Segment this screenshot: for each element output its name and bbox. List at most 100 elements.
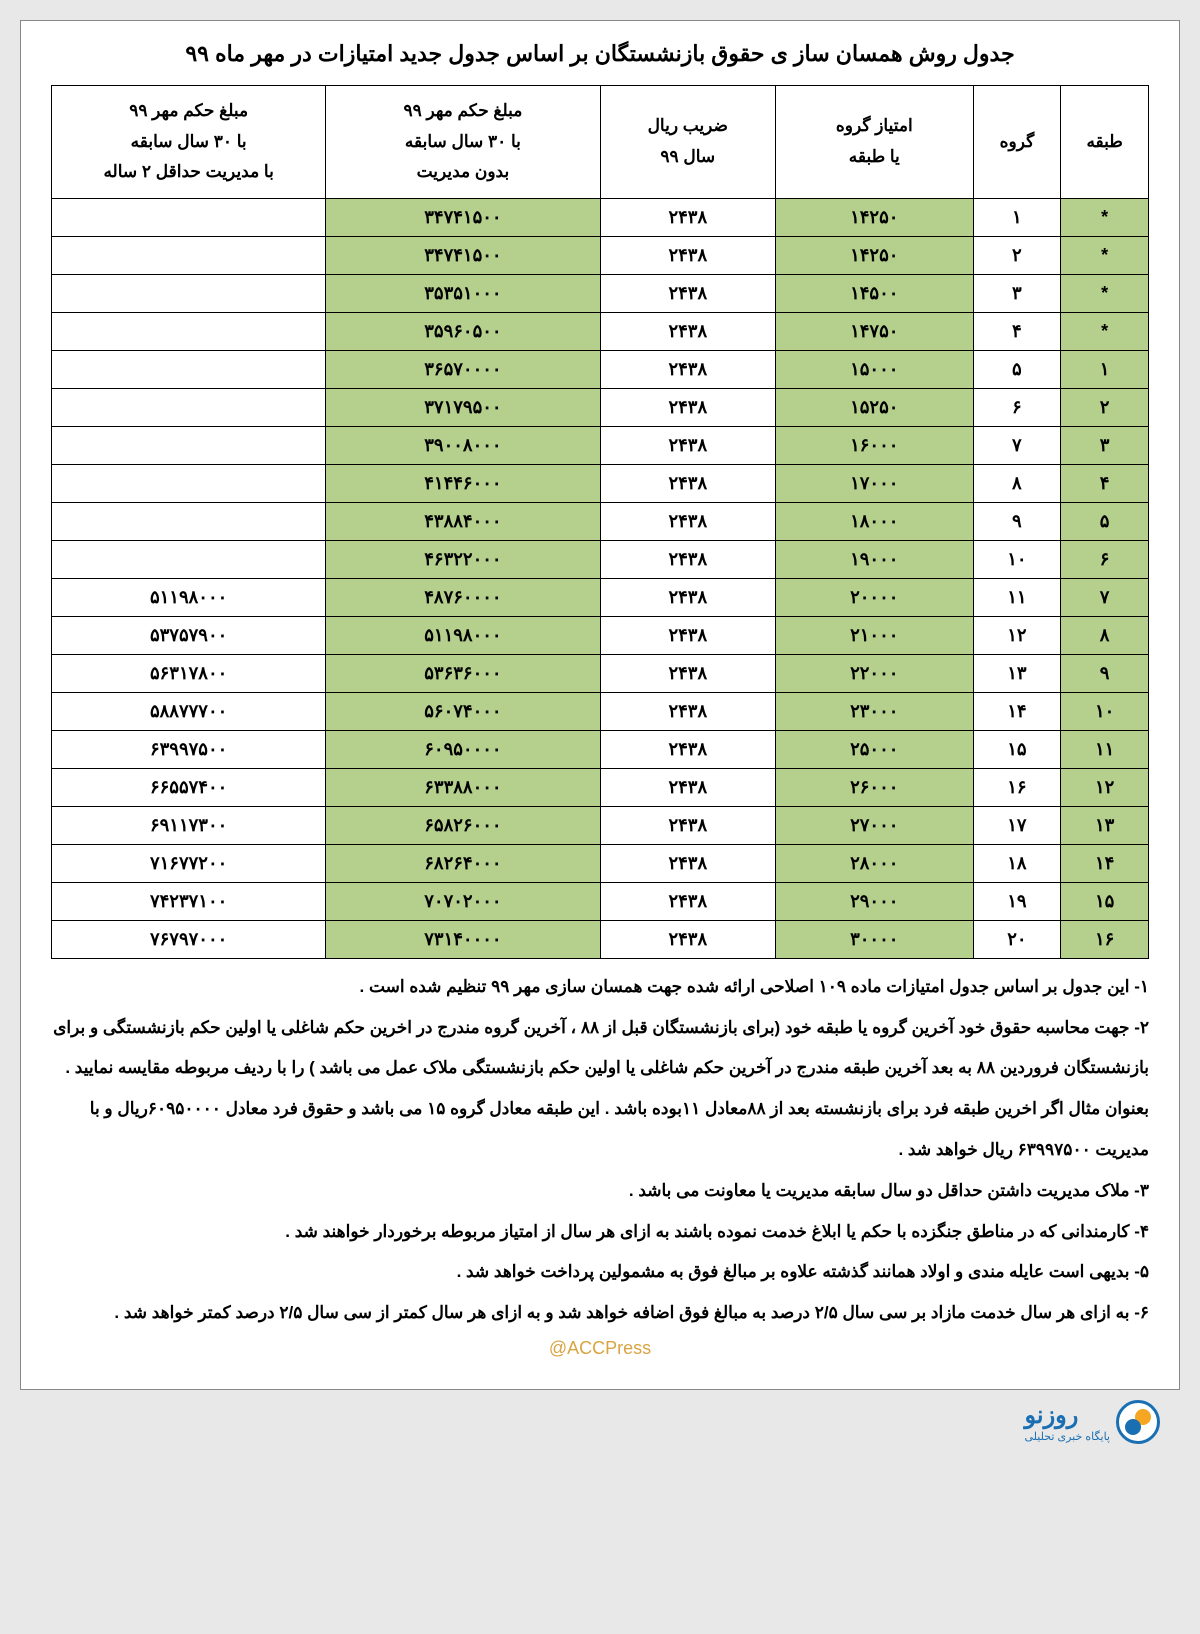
table-cell: ۹ bbox=[973, 502, 1061, 540]
table-cell: ۱۲ bbox=[1061, 768, 1149, 806]
table-cell: ۶۸۲۶۴۰۰۰ bbox=[326, 844, 600, 882]
header-zarib: ضریب ریالسال ۹۹ bbox=[600, 86, 776, 199]
table-cell: ۵۶۳۱۷۸۰۰ bbox=[52, 654, 326, 692]
table-cell: ۲۴۳۸ bbox=[600, 274, 776, 312]
table-cell: ۲۴۳۸ bbox=[600, 882, 776, 920]
table-cell: ۲۴۳۸ bbox=[600, 654, 776, 692]
table-cell bbox=[52, 388, 326, 426]
table-cell: ۶۳۳۸۸۰۰۰ bbox=[326, 768, 600, 806]
table-cell: ۷۱۶۷۷۲۰۰ bbox=[52, 844, 326, 882]
table-cell: ۲۴۳۸ bbox=[600, 578, 776, 616]
table-cell: ۱۴۲۵۰ bbox=[776, 236, 973, 274]
table-cell: ۶۵۸۲۶۰۰۰ bbox=[326, 806, 600, 844]
table-cell: ۲۴۳۸ bbox=[600, 616, 776, 654]
table-cell: ۵۱۱۹۸۰۰۰ bbox=[326, 616, 600, 654]
table-cell: ۱۴۵۰۰ bbox=[776, 274, 973, 312]
table-cell: ۶ bbox=[973, 388, 1061, 426]
table-cell: ۴۸۷۶۰۰۰۰ bbox=[326, 578, 600, 616]
table-cell: * bbox=[1061, 198, 1149, 236]
table-row: ۱۳۱۷۲۷۰۰۰۲۴۳۸۶۵۸۲۶۰۰۰۶۹۱۱۷۳۰۰ bbox=[52, 806, 1149, 844]
table-cell: ۶ bbox=[1061, 540, 1149, 578]
table-cell: ۴ bbox=[973, 312, 1061, 350]
table-cell: ۶۹۱۱۷۳۰۰ bbox=[52, 806, 326, 844]
table-cell: ۹ bbox=[1061, 654, 1149, 692]
table-cell: ۱۷۰۰۰ bbox=[776, 464, 973, 502]
table-cell: ۲۱۰۰۰ bbox=[776, 616, 973, 654]
table-cell: ۵۶۰۷۴۰۰۰ bbox=[326, 692, 600, 730]
table-cell: ۱۱ bbox=[973, 578, 1061, 616]
table-row: ۱۶۲۰۳۰۰۰۰۲۴۳۸۷۳۱۴۰۰۰۰۷۶۷۹۷۰۰۰ bbox=[52, 920, 1149, 958]
watermark: @ACCPress bbox=[51, 1338, 1149, 1359]
table-cell: ۲۵۰۰۰ bbox=[776, 730, 973, 768]
table-cell: ۱۴۲۵۰ bbox=[776, 198, 973, 236]
table-cell: ۲۴۳۸ bbox=[600, 540, 776, 578]
table-cell: ۷۶۷۹۷۰۰۰ bbox=[52, 920, 326, 958]
salary-table: طبقه گروه امتیاز گروهیا طبقه ضریب ریالسا… bbox=[51, 85, 1149, 959]
table-cell: ۱۵ bbox=[973, 730, 1061, 768]
table-cell: ۴۱۴۴۶۰۰۰ bbox=[326, 464, 600, 502]
table-cell: ۱ bbox=[1061, 350, 1149, 388]
table-row: ۸۱۲۲۱۰۰۰۲۴۳۸۵۱۱۹۸۰۰۰۵۳۷۵۷۹۰۰ bbox=[52, 616, 1149, 654]
table-row: ۲۶۱۵۲۵۰۲۴۳۸۳۷۱۷۹۵۰۰ bbox=[52, 388, 1149, 426]
table-cell: ۲۴۳۸ bbox=[600, 768, 776, 806]
table-cell: ۳ bbox=[1061, 426, 1149, 464]
table-cell bbox=[52, 426, 326, 464]
table-cell: ۱ bbox=[973, 198, 1061, 236]
header-tabaghe: طبقه bbox=[1061, 86, 1149, 199]
table-cell: ۳۹۰۰۸۰۰۰ bbox=[326, 426, 600, 464]
document-page: جدول روش همسان ساز ی حقوق بازنشستگان بر … bbox=[20, 20, 1180, 1390]
table-cell: ۱۹۰۰۰ bbox=[776, 540, 973, 578]
logo-text: روزنو bbox=[1024, 1401, 1078, 1430]
table-cell: ۶۶۵۵۷۴۰۰ bbox=[52, 768, 326, 806]
table-cell: ۳ bbox=[973, 274, 1061, 312]
table-header-row: طبقه گروه امتیاز گروهیا طبقه ضریب ریالسا… bbox=[52, 86, 1149, 199]
table-cell: ۱۷ bbox=[973, 806, 1061, 844]
table-cell bbox=[52, 312, 326, 350]
table-cell: ۲۰ bbox=[973, 920, 1061, 958]
table-cell: ۲۴۳۸ bbox=[600, 692, 776, 730]
table-cell: ۱۴ bbox=[973, 692, 1061, 730]
table-cell: ۲۴۳۸ bbox=[600, 426, 776, 464]
table-cell: ۲۰۰۰۰ bbox=[776, 578, 973, 616]
table-cell: ۷۰۷۰۲۰۰۰ bbox=[326, 882, 600, 920]
table-cell: ۱۸ bbox=[973, 844, 1061, 882]
header-mablagh-bedun: مبلغ حکم مهر ۹۹با ۳۰ سال سابقهبدون مدیری… bbox=[326, 86, 600, 199]
table-cell: ۱۰ bbox=[1061, 692, 1149, 730]
site-logo: روزنو پایگاه خبری تحلیلی bbox=[20, 1400, 1180, 1444]
table-cell bbox=[52, 198, 326, 236]
table-cell bbox=[52, 274, 326, 312]
table-cell: ۳۶۵۷۰۰۰۰ bbox=[326, 350, 600, 388]
table-cell: ۶۰۹۵۰۰۰۰ bbox=[326, 730, 600, 768]
logo-icon bbox=[1116, 1400, 1160, 1444]
note-line: ۲- جهت محاسبه حقوق خود آخرین گروه یا طبق… bbox=[51, 1008, 1149, 1171]
table-cell: ۵۳۶۳۶۰۰۰ bbox=[326, 654, 600, 692]
table-cell: ۱۰ bbox=[973, 540, 1061, 578]
table-cell: ۸ bbox=[1061, 616, 1149, 654]
table-cell: ۱۵۰۰۰ bbox=[776, 350, 973, 388]
table-cell: ۷ bbox=[1061, 578, 1149, 616]
note-line: ۴- کارمندانی که در مناطق جنگزده با حکم ی… bbox=[51, 1212, 1149, 1253]
table-row: ۱۵۱۵۰۰۰۲۴۳۸۳۶۵۷۰۰۰۰ bbox=[52, 350, 1149, 388]
table-cell: ۲۴۳۸ bbox=[600, 350, 776, 388]
table-cell: ۵۱۱۹۸۰۰۰ bbox=[52, 578, 326, 616]
table-row: *۳۱۴۵۰۰۲۴۳۸۳۵۳۵۱۰۰۰ bbox=[52, 274, 1149, 312]
table-cell: ۳۷۱۷۹۵۰۰ bbox=[326, 388, 600, 426]
table-cell: ۱۹ bbox=[973, 882, 1061, 920]
table-cell: ۱۳ bbox=[973, 654, 1061, 692]
page-title: جدول روش همسان ساز ی حقوق بازنشستگان بر … bbox=[51, 41, 1149, 67]
note-line: ۳- ملاک مدیریت داشتن حداقل دو سال سابقه … bbox=[51, 1171, 1149, 1212]
table-cell: ۱۵ bbox=[1061, 882, 1149, 920]
table-cell: ۲۳۰۰۰ bbox=[776, 692, 973, 730]
table-cell: ۵ bbox=[1061, 502, 1149, 540]
table-cell: ۱۶۰۰۰ bbox=[776, 426, 973, 464]
table-row: ۵۹۱۸۰۰۰۲۴۳۸۴۳۸۸۴۰۰۰ bbox=[52, 502, 1149, 540]
table-cell: ۲۴۳۸ bbox=[600, 844, 776, 882]
table-cell bbox=[52, 236, 326, 274]
header-goruh: گروه bbox=[973, 86, 1061, 199]
table-row: *۲۱۴۲۵۰۲۴۳۸۳۴۷۴۱۵۰۰ bbox=[52, 236, 1149, 274]
table-cell: ۳۴۷۴۱۵۰۰ bbox=[326, 236, 600, 274]
table-cell: ۳۴۷۴۱۵۰۰ bbox=[326, 198, 600, 236]
table-cell: ۳۵۹۶۰۵۰۰ bbox=[326, 312, 600, 350]
table-row: ۱۱۱۵۲۵۰۰۰۲۴۳۸۶۰۹۵۰۰۰۰۶۳۹۹۷۵۰۰ bbox=[52, 730, 1149, 768]
table-cell: * bbox=[1061, 312, 1149, 350]
